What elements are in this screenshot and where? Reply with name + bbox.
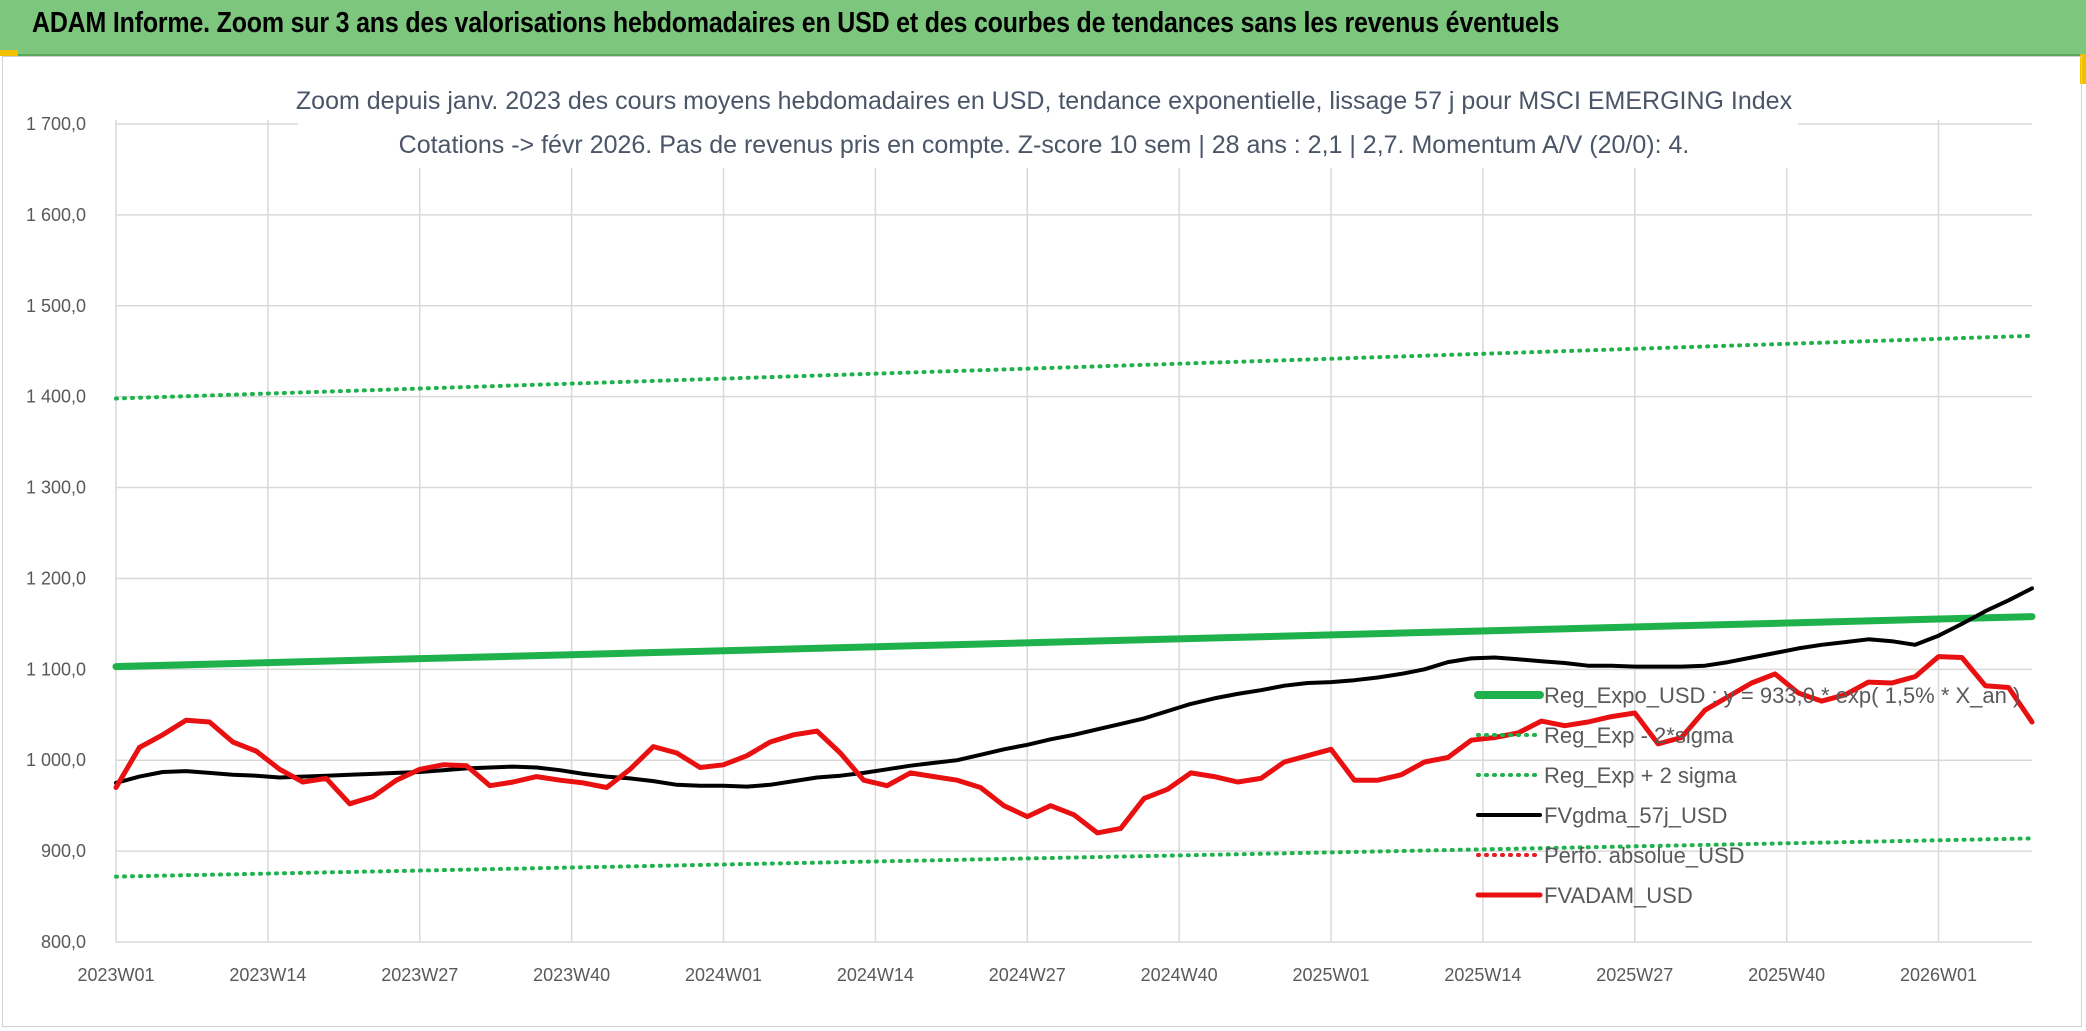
chart-frame	[2, 56, 2082, 1027]
x-tick-label: 2024W27	[989, 965, 1066, 985]
series-line-0	[112, 613, 2036, 671]
x-tick-label: 2026W01	[1900, 965, 1977, 985]
x-tick-label: 2025W14	[1444, 965, 1521, 985]
grid-layer	[115, 120, 2032, 943]
x-tick-label: 2023W27	[381, 965, 458, 985]
x-tick-label: 2024W14	[837, 965, 914, 985]
title-background	[298, 78, 1798, 168]
y-tick-label: 1 000,0	[26, 750, 86, 770]
legend: Reg_Expo_USD : y = 933,0 * exp( 1,5% * X…	[1474, 683, 2020, 908]
y-tick-label: 1 200,0	[26, 568, 86, 588]
x-tick-label: 2024W40	[1141, 965, 1218, 985]
chart-title-line-1: Zoom depuis janv. 2023 des cours moyens …	[296, 87, 1793, 115]
y-tick-label: 1 300,0	[26, 478, 86, 498]
y-tick-label: 1 700,0	[26, 114, 86, 134]
legend-label-4: Perfo. absolue_USD	[1544, 843, 1745, 868]
banner-accent-left	[0, 50, 18, 56]
x-tick-label: 2025W40	[1748, 965, 1825, 985]
y-tick-label: 1 600,0	[26, 205, 86, 225]
x-tick-label: 2025W01	[1292, 965, 1369, 985]
report-banner: ADAM Informe. Zoom sur 3 ans des valoris…	[0, 0, 2086, 56]
x-tick-label: 2024W01	[685, 965, 762, 985]
legend-label-3: FVgdma_57j_USD	[1544, 803, 1727, 828]
y-tick-label: 1 100,0	[26, 659, 86, 679]
legend-label-0: Reg_Expo_USD : y = 933,0 * exp( 1,5% * X…	[1544, 683, 2020, 708]
x-tick-label: 2023W40	[533, 965, 610, 985]
series-line-2	[114, 333, 2034, 401]
series-layer	[112, 333, 2036, 879]
series-line-5	[113, 654, 2035, 836]
series-line-1	[114, 836, 2034, 879]
legend-label-1: Reg_Exp - 2*sigma	[1544, 723, 1734, 748]
report-title: ADAM Informe. Zoom sur 3 ans des valoris…	[32, 7, 1560, 39]
axis-layer: 800,0 900,0 1 000,0 1 100,0 1 200,0 1 300,0 1 …	[26, 114, 1977, 985]
series-line-3	[114, 586, 2034, 789]
x-tick-label: 2023W14	[229, 965, 306, 985]
legend-label-2: Reg_Exp + 2 sigma	[1544, 763, 1737, 788]
legend-label-5: FVADAM_USD	[1544, 883, 1693, 908]
x-tick-label: 2023W01	[77, 965, 154, 985]
y-tick-label: 800,0	[41, 932, 86, 952]
y-tick-label: 900,0	[41, 841, 86, 861]
y-tick-label: 1 400,0	[26, 387, 86, 407]
chart-title-line-2: Cotations -> févr 2026. Pas de revenus p…	[399, 131, 1690, 159]
banner-accent-right	[2080, 54, 2086, 84]
x-tick-label: 2025W27	[1596, 965, 1673, 985]
y-tick-label: 1 500,0	[26, 296, 86, 316]
